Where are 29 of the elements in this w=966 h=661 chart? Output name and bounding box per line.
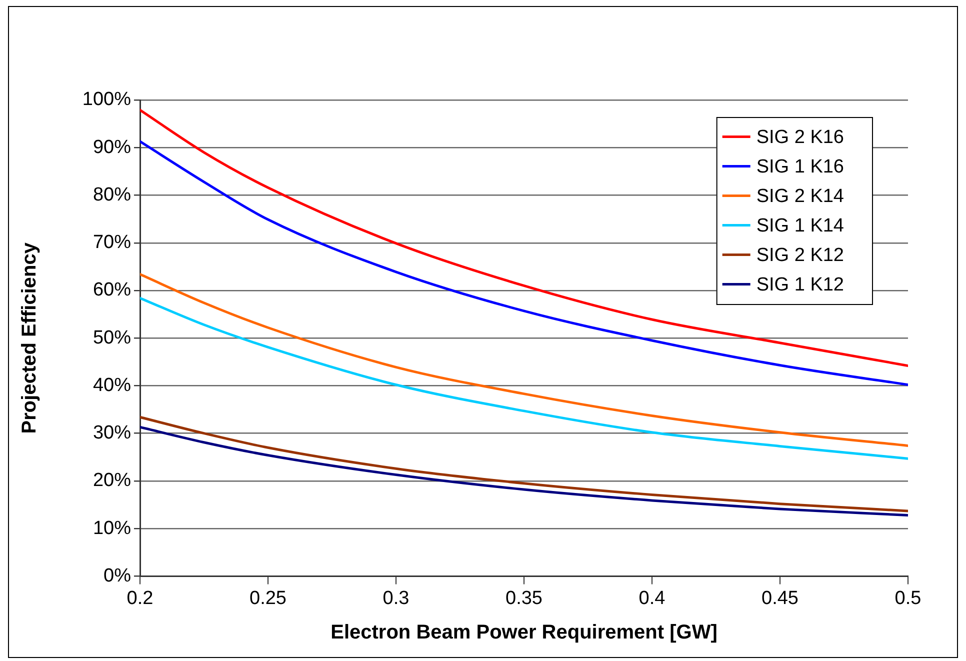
line-series [140, 296, 908, 460]
y-tick-label: 90% [92, 136, 132, 158]
x-tick-label: 0.25 [250, 588, 286, 609]
x-tick-label: 0.3 [382, 588, 410, 609]
legend-label: SIG 1 K12 [756, 274, 844, 296]
x-tick-label: 0.45 [762, 588, 798, 609]
x-tick-label: 0.5 [894, 588, 922, 609]
line-series [140, 108, 908, 367]
y-tick-label: 10% [92, 518, 132, 539]
x-tick-label: 0.4 [638, 588, 666, 609]
legend-label: SIG 2 K14 [756, 186, 844, 207]
y-axis-title: Projected Efficiency [18, 242, 41, 434]
y-tick-label: 50% [92, 327, 132, 348]
y-tick-label: 100% [82, 89, 132, 110]
legend-label: SIG 2 K16 [756, 126, 844, 148]
y-tick-label: 30% [92, 422, 132, 444]
legend-label: SIG 2 K12 [756, 244, 844, 266]
y-tick-label: 0% [104, 565, 132, 586]
y-tick-label: 40% [92, 374, 132, 396]
y-tick-label: 80% [92, 184, 132, 206]
x-tick-label: 0.2 [126, 588, 154, 609]
y-tick-label: 60% [92, 280, 132, 301]
line-series [140, 273, 908, 447]
legend-label: SIG 1 K14 [756, 215, 844, 236]
y-tick-label: 70% [92, 232, 132, 254]
y-tick-label: 20% [92, 470, 132, 492]
legend-label: SIG 1 K16 [756, 156, 844, 178]
x-axis-title: Electron Beam Power Requirement [GW] [330, 622, 718, 644]
x-tick-label: 0.35 [506, 588, 542, 609]
